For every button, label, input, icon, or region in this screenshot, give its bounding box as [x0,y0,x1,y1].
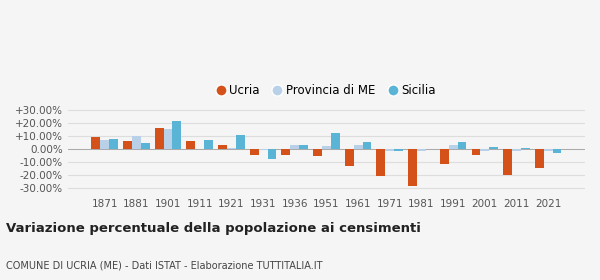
Bar [503,149,512,175]
Bar [299,146,308,149]
Bar [362,142,371,149]
Bar [172,121,181,149]
Bar [394,149,403,151]
Bar [268,149,277,159]
Bar [123,141,132,149]
Bar [141,143,149,149]
Bar [440,149,449,164]
Bar [281,149,290,155]
Bar [236,135,245,149]
Bar [227,148,236,149]
Bar [91,137,100,149]
Bar [553,149,562,153]
Bar [535,149,544,168]
Bar [155,128,164,149]
Bar [345,149,353,166]
Text: Variazione percentuale della popolazione ai censimenti: Variazione percentuale della popolazione… [6,222,421,235]
Bar [385,149,394,151]
Bar [472,149,481,155]
Text: COMUNE DI UCRIA (ME) - Dati ISTAT - Elaborazione TUTTITALIA.IT: COMUNE DI UCRIA (ME) - Dati ISTAT - Elab… [6,261,323,271]
Bar [458,142,466,149]
Bar [218,146,227,149]
Bar [322,146,331,149]
Bar [376,149,385,176]
Bar [250,149,259,155]
Bar [449,146,458,149]
Bar [417,149,426,151]
Bar [408,149,417,186]
Bar [489,147,498,149]
Bar [521,148,530,149]
Bar [109,139,118,149]
Bar [512,149,521,151]
Bar [313,149,322,156]
Bar [481,149,489,151]
Bar [164,129,172,149]
Bar [544,149,553,151]
Bar [353,146,362,149]
Bar [290,145,299,149]
Bar [331,133,340,149]
Bar [132,136,141,149]
Bar [204,140,213,149]
Legend: Ucria, Provincia di ME, Sicilia: Ucria, Provincia di ME, Sicilia [214,80,439,100]
Bar [100,140,109,149]
Bar [259,149,268,150]
Bar [187,141,195,149]
